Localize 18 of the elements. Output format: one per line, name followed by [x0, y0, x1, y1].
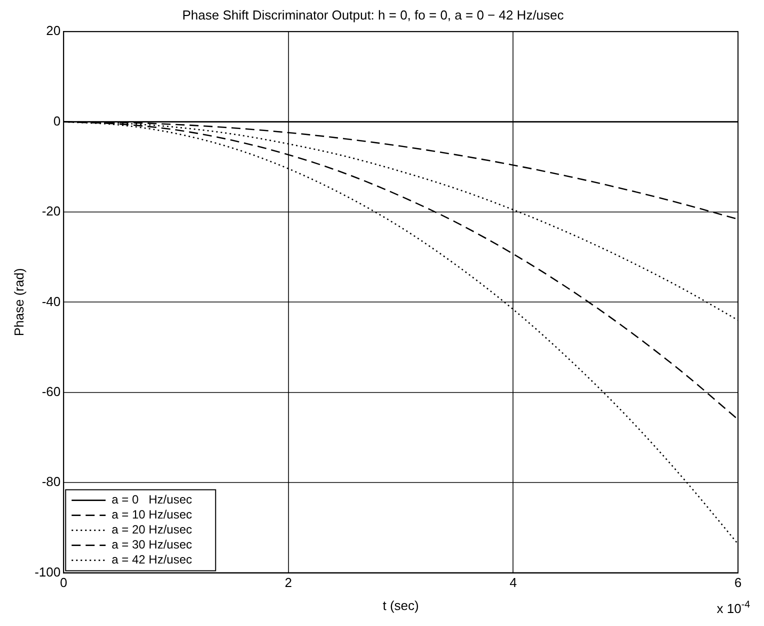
chart-title: Phase Shift Discriminator Output: h = 0, fo = 0, a = 0 − 42 Hz/usec [182, 7, 564, 22]
y-tick-label: -60 [42, 384, 61, 399]
y-tick-label: -20 [42, 204, 61, 219]
y-tick-label: -40 [42, 294, 61, 309]
x-tick-label: 4 [510, 575, 517, 590]
y-tick-label: 0 [53, 113, 61, 128]
y-tick-label: 20 [46, 23, 61, 38]
x-tick-label: 2 [284, 575, 292, 590]
legend-label: a = 10 Hz/usec [112, 508, 192, 522]
legend-label: a = 30 Hz/usec [112, 538, 192, 552]
legend-label: a = 42 Hz/usec [112, 552, 192, 567]
legend-label: a = 0 Hz/usec [112, 492, 192, 507]
x-tick-label: 6 [734, 575, 742, 590]
legend-label: a = 20 Hz/usec [112, 522, 192, 537]
y-tick-label: -80 [42, 474, 61, 490]
y-axis-title: Phase (rad) [11, 268, 26, 336]
y-tick-label: -100 [34, 564, 61, 580]
x-axis-title: t (sec) [382, 598, 419, 613]
